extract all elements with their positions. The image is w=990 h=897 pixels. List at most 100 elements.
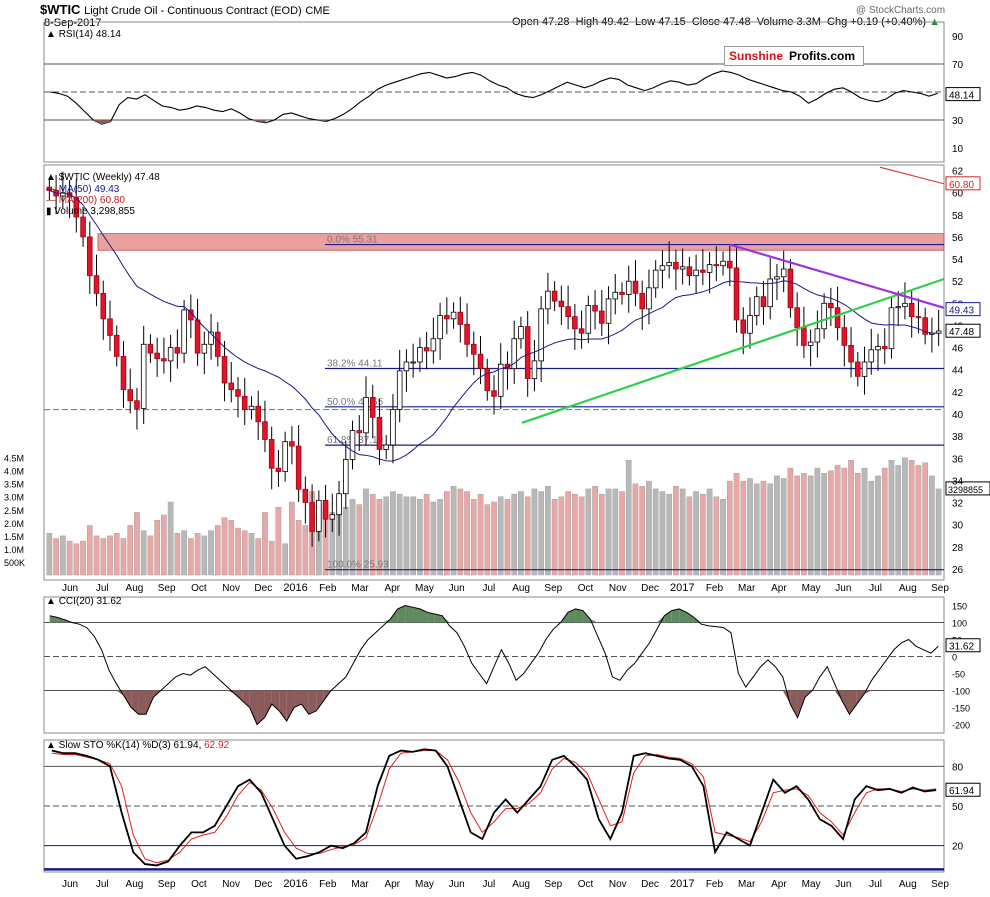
sto-k-value: 61.94 (173, 740, 199, 751)
cci-oversold-fill (797, 690, 806, 718)
rsi-tick-label-3: 30 (952, 116, 964, 127)
candle-body (167, 347, 174, 362)
candle-body (423, 347, 430, 352)
price-x-label-9: Mar (351, 583, 369, 594)
rsi-oversold-fill (102, 120, 111, 125)
logo-part2: Profits.com (789, 49, 856, 63)
candle-body (767, 278, 773, 308)
volume-bar (828, 470, 834, 576)
candle-body (673, 261, 679, 270)
candle-body (700, 269, 706, 273)
volume-bar (760, 480, 767, 576)
cci-overbought-fill (405, 605, 413, 623)
candle-body (356, 430, 363, 434)
cci-oversold-fill (242, 690, 250, 708)
rsi-line (50, 70, 938, 125)
cci-overbought-fill (397, 605, 406, 623)
price-title-text: $WTIC (Weekly) 47.48 (58, 172, 160, 183)
brand-logo[interactable]: Sunshine Profits.com (724, 46, 864, 66)
volume-bar (477, 493, 484, 576)
candle-body (558, 300, 565, 308)
rsi-last-box (945, 87, 981, 102)
volume-bar (194, 533, 201, 576)
cci-oversold-fill (842, 690, 850, 715)
price-tick-label-8: 46 (952, 344, 964, 355)
volume-bar (558, 496, 565, 576)
cci-oversold-fill (308, 690, 317, 715)
candle-body (538, 308, 544, 362)
price-x-label-16: Oct (578, 583, 594, 594)
sto-x-label-21: Mar (738, 879, 756, 890)
candle-body (814, 328, 821, 343)
candle-body (221, 356, 228, 384)
candle-body (336, 493, 342, 516)
price-tick-label-5: 52 (952, 277, 964, 288)
sto-x-label-20: Feb (706, 879, 724, 890)
price-x-label-26: Aug (899, 583, 917, 594)
volume-bar (504, 499, 511, 576)
candle-body (295, 445, 302, 490)
candle-body (828, 302, 834, 309)
volume-bar (780, 478, 787, 576)
candle-body (740, 319, 747, 334)
candle-body (599, 310, 605, 324)
candle-body (194, 319, 201, 354)
candle-body (895, 306, 901, 309)
volume-tick-label-1: 4.0M (4, 467, 24, 477)
candle-body (390, 409, 396, 446)
sto-x-label-22: Apr (771, 879, 787, 890)
volume-bar (747, 478, 753, 576)
volume-bar (188, 538, 194, 576)
candle-body (376, 416, 383, 450)
volume-bar (275, 506, 282, 576)
candle-body (80, 216, 86, 238)
candle-body (161, 358, 167, 362)
volume-bar (66, 540, 73, 576)
volume-bar (720, 499, 726, 576)
sto-icon: ▲ (46, 740, 56, 751)
volume-bar (531, 488, 538, 576)
volume-bar (369, 493, 376, 576)
candle-body (241, 395, 248, 410)
candle-body (383, 444, 389, 450)
volume-bar (726, 480, 733, 576)
volume-bar (201, 535, 208, 576)
price-x-label-12: Jun (449, 583, 465, 594)
price-x-label-23: May (802, 583, 821, 594)
volume-bar (417, 499, 423, 576)
price-x-label-18: Dec (641, 583, 659, 594)
volume-bar (444, 491, 450, 576)
sto-x-label-8: Feb (319, 879, 337, 890)
purple-trend-line (729, 243, 945, 309)
price-x-label-6: Dec (254, 583, 272, 594)
volume-bar (255, 538, 262, 576)
candle-body (760, 296, 767, 308)
candle-body (228, 382, 235, 391)
volume-bar (881, 467, 888, 576)
candle-body (268, 439, 275, 469)
volume-bar (625, 460, 632, 576)
volume-bar (666, 493, 672, 576)
ma200-line (879, 166, 945, 185)
rsi-oversold-fill (257, 120, 266, 123)
price-x-label-8: Feb (319, 583, 337, 594)
cci-overbought-fill (419, 608, 428, 623)
volume-bar (134, 512, 140, 576)
price-x-label-20: Feb (706, 583, 724, 594)
cci-oversold-fill (131, 690, 139, 715)
price-x-label-13: Jul (482, 583, 495, 594)
candle-body (134, 400, 140, 409)
volume-bar (801, 473, 807, 576)
watermark: @ StockCharts.com (856, 5, 946, 16)
candle-body (450, 311, 457, 320)
candle-body (302, 488, 309, 503)
volume-bar (450, 486, 457, 576)
cci-overbought-fill (568, 608, 576, 623)
candle-body (518, 326, 524, 340)
cci-oversold-fill (286, 690, 295, 722)
candle-body (201, 343, 208, 354)
price-x-label-5: Nov (222, 583, 240, 594)
sto-x-label-13: Jul (482, 879, 495, 890)
volume-bar (794, 475, 800, 576)
volume-tick-label-3: 3.0M (4, 493, 24, 503)
